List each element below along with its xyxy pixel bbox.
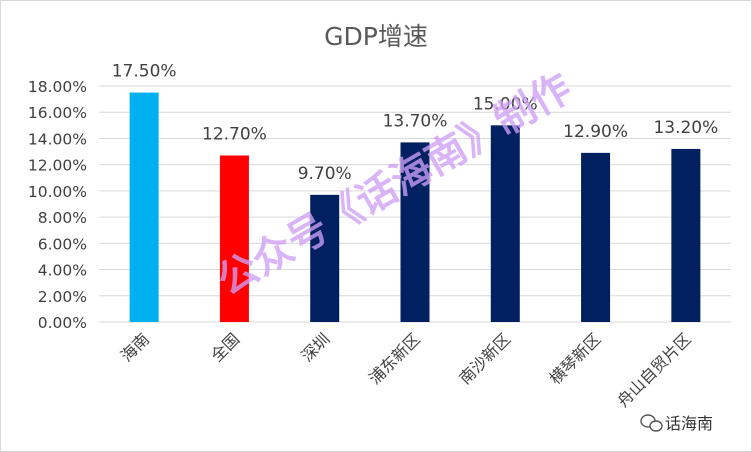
bar	[310, 194, 340, 322]
y-tick-label: 6.00%	[38, 235, 87, 253]
data-label: 9.70%	[298, 164, 352, 184]
data-label: 13.20%	[653, 118, 718, 138]
x-category-label: 海南	[117, 329, 153, 365]
y-tick-label: 0.00%	[38, 314, 87, 332]
x-category-label: 浦东新区	[365, 329, 424, 388]
y-tick-label: 14.00%	[28, 130, 87, 148]
chart-title: GDP增速	[324, 22, 428, 51]
bar	[671, 148, 701, 322]
x-category-label: 全国	[207, 329, 243, 365]
x-category-label: 深圳	[297, 329, 333, 365]
brand-text: 话海南	[665, 414, 713, 433]
y-tick-label: 12.00%	[28, 157, 87, 175]
data-label: 12.70%	[202, 124, 267, 144]
y-tick-label: 4.00%	[38, 262, 87, 280]
x-category-label: 舟山自贸片区	[613, 329, 694, 410]
y-tick-label: 8.00%	[38, 209, 87, 227]
brand-mark: 话海南	[640, 414, 713, 433]
x-category-label: 横琴新区	[546, 329, 605, 388]
bar	[581, 152, 611, 322]
bar	[490, 125, 520, 322]
bar	[129, 92, 159, 322]
y-tick-label: 16.00%	[28, 104, 87, 122]
bar	[219, 155, 249, 322]
data-label: 15.00%	[473, 94, 538, 114]
x-category-label: 南沙新区	[455, 329, 514, 388]
data-label: 12.90%	[563, 122, 628, 142]
bar	[400, 142, 430, 322]
wechat-icon	[640, 414, 663, 432]
y-tick-label: 2.00%	[38, 288, 87, 306]
y-tick-label: 10.00%	[28, 183, 87, 201]
watermark: 公众号《话海南》制作	[210, 65, 579, 305]
data-label: 17.50%	[112, 62, 177, 82]
data-label: 13.70%	[383, 111, 448, 131]
y-tick-label: 18.00%	[28, 78, 87, 96]
